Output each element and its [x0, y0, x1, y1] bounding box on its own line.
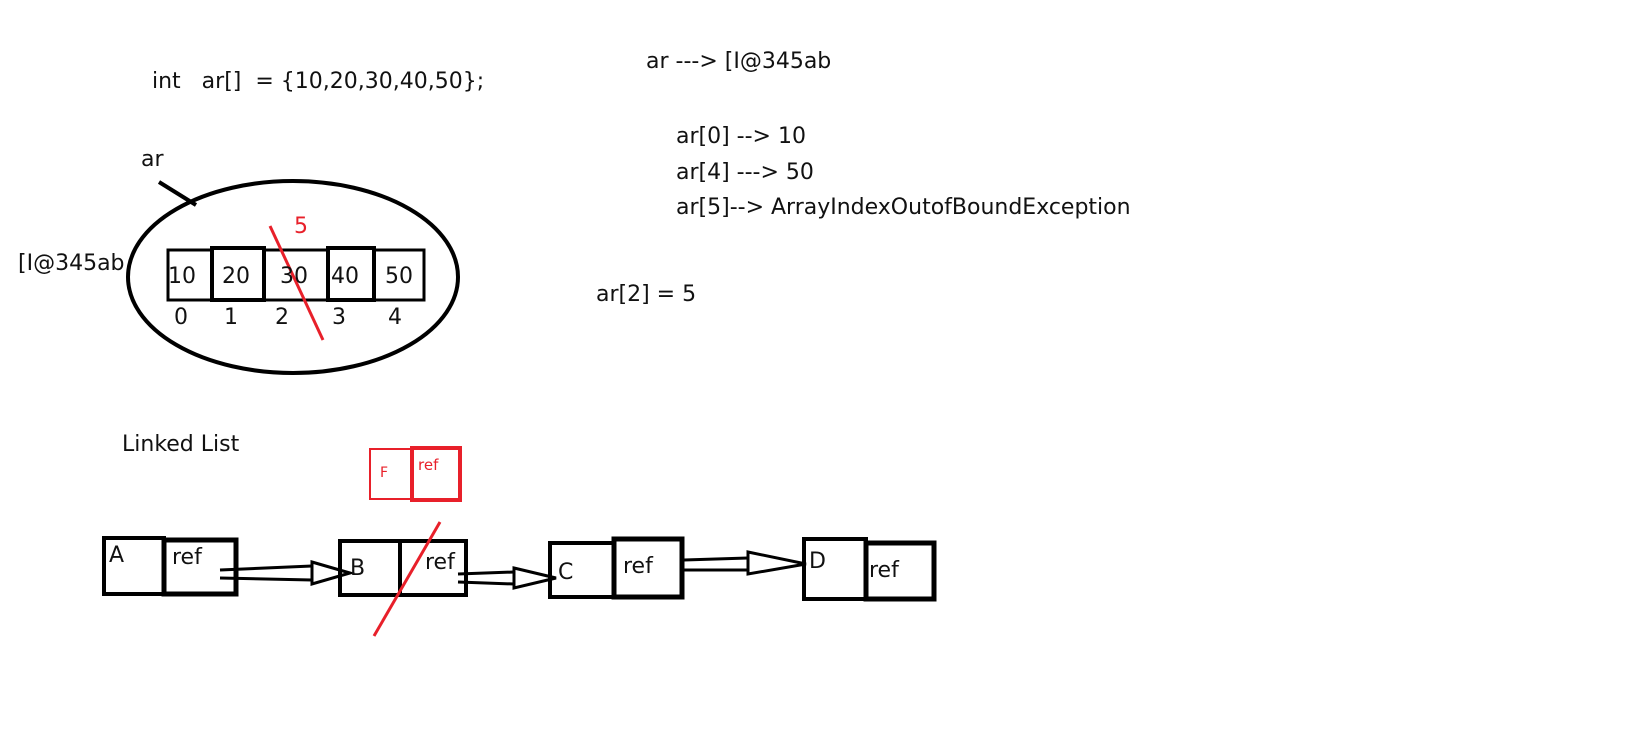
node-b-ref: ref	[425, 550, 455, 575]
array-declaration-text: int ar[] = {10,20,30,40,50};	[152, 69, 485, 94]
array-strike-line	[268, 225, 325, 341]
node-b-data: B	[350, 556, 366, 581]
assignment-text: ar[2] = 5	[596, 282, 697, 307]
link-arrows	[219, 550, 807, 590]
node-b-strike-line	[372, 521, 442, 637]
array-cells	[166, 246, 426, 302]
inserted-node-ref-box	[410, 446, 462, 502]
array-new-value: 5	[294, 214, 308, 239]
array-address-label: [I@345ab	[18, 251, 125, 276]
inserted-node-data: F	[380, 465, 389, 481]
node-a-data: A	[109, 543, 125, 568]
node-d-data: D	[809, 549, 826, 574]
array-index-0: 0	[174, 305, 188, 330]
node-d-ref-box	[863, 540, 937, 602]
access-5-text: ar[5]--> ArrayIndexOutofBoundException	[676, 195, 1131, 220]
array-var-label: ar	[141, 147, 164, 172]
linked-list-title: Linked List	[122, 432, 240, 457]
arrow-c-to-d	[683, 550, 807, 576]
array-index-1: 1	[224, 305, 238, 330]
node-d-ref: ref	[869, 558, 899, 583]
array-index-3: 3	[332, 305, 346, 330]
arrow-a-to-b	[219, 560, 356, 586]
array-index-4: 4	[388, 305, 402, 330]
access-4-text: ar[4] ---> 50	[676, 160, 814, 185]
array-index-2: 2	[275, 305, 289, 330]
array-value-1: 20	[222, 264, 250, 289]
arrow-b-to-c	[457, 566, 557, 590]
ar-pointer-line	[157, 180, 198, 207]
array-value-4: 50	[385, 264, 413, 289]
node-c-data: C	[558, 560, 574, 585]
inserted-node	[369, 446, 462, 502]
array-value-3: 40	[331, 264, 359, 289]
inserted-node-ref: ref	[418, 456, 439, 474]
node-a-ref-box	[161, 537, 239, 597]
access-0-text: ar[0] --> 10	[676, 124, 806, 149]
node-c-ref: ref	[623, 554, 653, 579]
inserted-node-data-box	[369, 448, 413, 500]
array-value-2: 30	[280, 264, 308, 289]
array-memory-ellipse	[126, 179, 460, 375]
array-value-0: 10	[168, 264, 196, 289]
node-b-ref-box	[398, 539, 468, 597]
reference-text: ar ---> [I@345ab	[646, 49, 832, 74]
array-cell-4	[372, 248, 426, 302]
node-c-ref-box	[611, 536, 685, 600]
node-b-data-box	[338, 539, 402, 597]
node-a-ref: ref	[172, 545, 202, 570]
linked-list-nodes	[102, 536, 937, 602]
